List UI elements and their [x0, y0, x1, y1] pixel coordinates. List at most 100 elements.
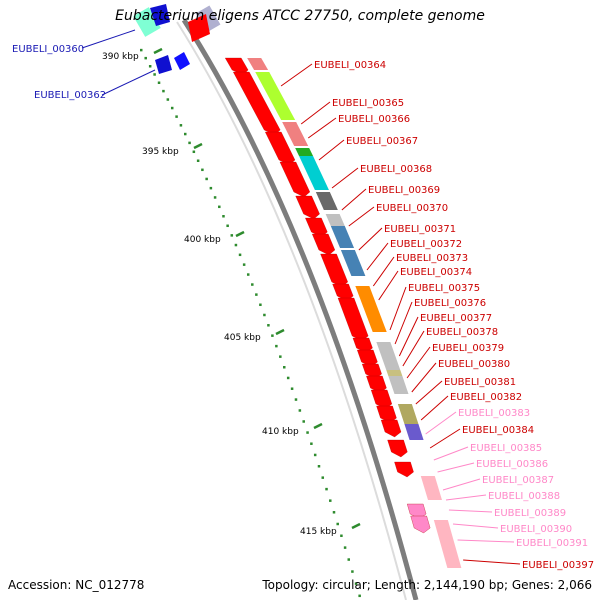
scale-dot	[209, 186, 213, 190]
scale-label: 390 kbp	[102, 52, 139, 62]
forward-gene-arrow	[311, 233, 336, 256]
reverse-leader-line	[81, 29, 136, 49]
scale-major-tick	[313, 422, 323, 430]
cog-block	[340, 250, 366, 276]
label-leader-line	[402, 330, 425, 367]
forward-gene-label: EUBELI_00379	[432, 343, 504, 354]
scale-label: 395 kbp	[142, 147, 179, 157]
scale-dot	[358, 594, 361, 598]
scale-dot	[226, 224, 229, 228]
label-leader-line	[300, 101, 331, 125]
scale-dot	[170, 106, 174, 110]
cog-block	[376, 342, 401, 370]
scale-dot	[242, 263, 246, 266]
scale-dot	[213, 196, 217, 199]
forward-gene-label: EUBELI_00377	[420, 313, 492, 324]
label-leader-line	[442, 478, 481, 491]
scale-dot	[329, 499, 332, 502]
scale-dot	[205, 177, 208, 181]
cog-block	[404, 424, 424, 440]
forward-gene-arrow	[295, 195, 320, 220]
forward-gene-arrow	[380, 419, 402, 438]
forward-gene-label: EUBELI_00382	[450, 392, 522, 403]
scale-major-tick	[193, 142, 203, 150]
scale-label: 405 kbp	[224, 333, 261, 343]
label-leader-line	[358, 227, 383, 251]
reverse-gene-labels: EUBELI_00360 EUBELI_00362	[12, 29, 156, 101]
forward-gene-label: EUBELI_00391	[516, 538, 588, 549]
scale-dot	[230, 234, 234, 237]
scale-dot	[148, 65, 152, 68]
reverse-label-00362: EUBELI_00362	[34, 90, 106, 101]
scale-ruler	[139, 48, 361, 598]
scale-dot	[332, 511, 336, 514]
forward-strand-genes	[224, 57, 431, 534]
scale-dot	[139, 48, 143, 52]
scale-dot	[218, 205, 221, 209]
forward-gene-label: EUBELI_00380	[438, 359, 510, 370]
forward-gene-label: EUBELI_00364	[314, 60, 386, 71]
cog-block	[420, 476, 442, 500]
scale-dot	[336, 522, 339, 526]
cog-block	[325, 214, 345, 226]
scale-major-tick	[153, 47, 163, 55]
cog-block	[295, 148, 314, 156]
scale-dot	[157, 81, 161, 84]
forward-gene-label: EUBELI_00375	[408, 283, 480, 294]
reverse-label-00360: EUBELI_00360	[12, 44, 84, 55]
cog-blocks	[247, 58, 462, 568]
scale-dot	[255, 293, 258, 296]
cog-block	[330, 226, 355, 248]
scale-dot	[306, 431, 309, 434]
forward-gene-label: EUBELI_00386	[476, 459, 548, 470]
cog-block	[247, 58, 269, 70]
scale-dot	[283, 366, 286, 369]
label-leader-line	[445, 494, 487, 501]
scale-dot	[201, 168, 204, 172]
label-leader-line	[420, 395, 449, 421]
scale-dot	[298, 409, 302, 412]
scale-dot	[275, 344, 278, 348]
label-leader-line	[366, 242, 389, 271]
scale-dot	[251, 283, 254, 286]
scale-label: 400 kbp	[184, 235, 221, 245]
forward-gene-label: EUBELI_00387	[482, 475, 554, 486]
forward-gene-label: EUBELI_00365	[332, 98, 404, 109]
label-leader-line	[437, 462, 475, 473]
cog-block	[355, 286, 387, 332]
scale-dot	[354, 582, 358, 585]
scale-dot	[279, 355, 282, 358]
scale-dot	[294, 398, 298, 401]
genome-summary: Topology: circular; Length: 2,144,190 bp…	[262, 578, 592, 592]
forward-gene-label: EUBELI_00390	[500, 524, 572, 535]
scale-dot	[184, 132, 187, 136]
forward-gene-label: EUBELI_00389	[494, 508, 566, 519]
label-leader-line	[341, 188, 367, 211]
scale-dot	[351, 570, 354, 573]
label-leader-line	[425, 411, 457, 435]
forward-gene-label: EUBELI_00385	[470, 443, 542, 454]
label-leader-line	[348, 206, 375, 227]
reverse-gene	[155, 55, 172, 74]
cog-block	[433, 520, 462, 568]
forward-gene-label: EUBELI_00381	[444, 377, 516, 388]
scale-dot	[267, 324, 270, 327]
scale-dot	[175, 115, 178, 118]
label-leader-line	[411, 362, 437, 393]
scale-dot	[325, 487, 328, 491]
reverse-leader-line	[101, 69, 156, 96]
forward-gene-label: EUBELI_00368	[360, 164, 432, 175]
forward-gene-label: EUBELI_00378	[426, 327, 498, 338]
scale-dot	[340, 534, 343, 538]
reverse-gene	[188, 14, 210, 42]
label-leader-line	[280, 63, 313, 87]
scale-dot	[259, 303, 262, 307]
scale-label: 415 kbp	[300, 527, 337, 537]
forward-gene-arrow	[279, 161, 311, 198]
label-leader-line	[457, 539, 515, 543]
scale-dot	[234, 243, 238, 247]
reverse-gene	[133, 7, 161, 37]
cog-block	[386, 370, 403, 376]
forward-gene-arrow	[410, 515, 431, 534]
